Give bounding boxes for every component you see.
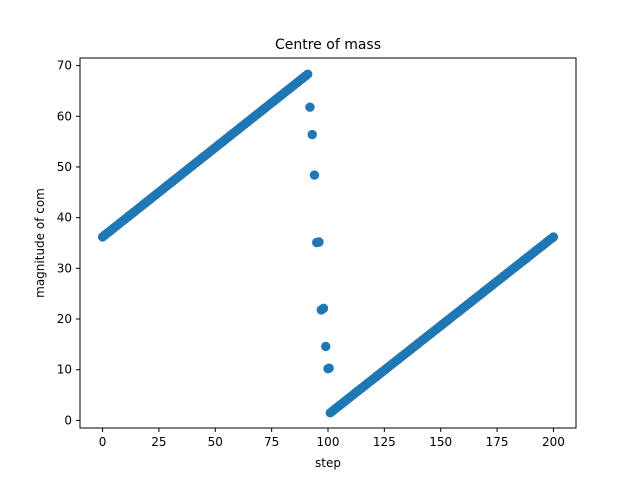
x-tick-label: 75 bbox=[264, 435, 279, 449]
y-tick-label: 10 bbox=[57, 363, 72, 377]
x-tick-label: 25 bbox=[151, 435, 166, 449]
x-tick-label: 100 bbox=[317, 435, 340, 449]
data-point bbox=[307, 129, 317, 140]
y-tick-label: 30 bbox=[57, 261, 72, 275]
data-point bbox=[303, 69, 313, 79]
y-tick-label: 70 bbox=[57, 59, 72, 73]
y-tick-label: 20 bbox=[57, 312, 72, 326]
data-point bbox=[309, 170, 320, 180]
data-point bbox=[324, 363, 334, 373]
x-tick-label: 0 bbox=[99, 435, 107, 449]
y-axis-label: magnitude of com bbox=[33, 188, 47, 298]
y-tick-label: 0 bbox=[64, 413, 72, 427]
x-tick-label: 200 bbox=[542, 435, 565, 449]
data-point bbox=[321, 341, 331, 352]
x-tick-label: 175 bbox=[486, 435, 509, 449]
y-axis: 0 10 20 30 40 50 60 70 bbox=[57, 59, 80, 427]
x-axis-label: step bbox=[315, 456, 341, 470]
y-tick-label: 40 bbox=[57, 211, 72, 225]
y-tick-label: 60 bbox=[57, 109, 72, 123]
chart-title: Centre of mass bbox=[275, 37, 381, 53]
data-point bbox=[318, 303, 329, 314]
x-tick-label: 50 bbox=[208, 435, 223, 449]
data-point bbox=[548, 232, 559, 242]
x-tick-label: 125 bbox=[373, 435, 396, 449]
data-point bbox=[314, 237, 324, 247]
x-tick-label: 150 bbox=[429, 435, 452, 449]
y-tick-label: 50 bbox=[57, 160, 72, 174]
x-axis: 0 25 50 75 100 125 150 175 200 bbox=[99, 428, 565, 449]
data-point bbox=[305, 102, 315, 112]
scatter-points bbox=[97, 69, 559, 418]
